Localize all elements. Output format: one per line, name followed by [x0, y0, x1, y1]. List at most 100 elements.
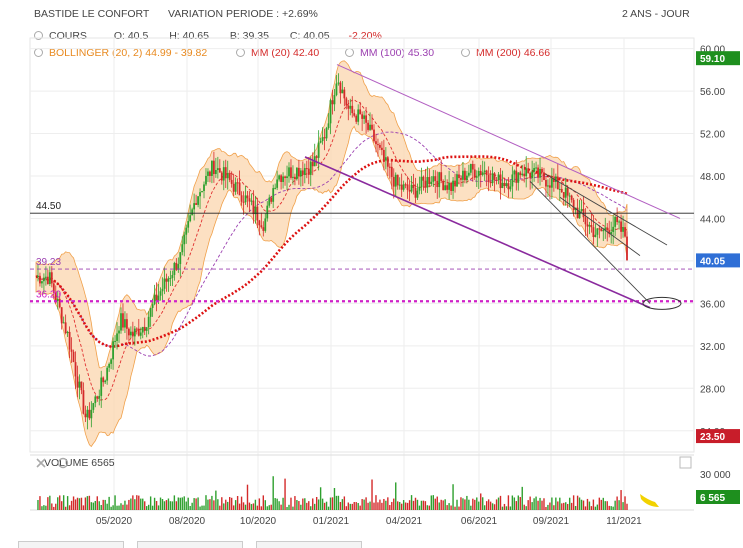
volume-bar [282, 497, 284, 510]
tab-1[interactable] [18, 541, 124, 548]
volume-bar [426, 505, 429, 510]
candle-body [270, 197, 273, 202]
y-tick-label: 60.00 [700, 45, 725, 56]
volume-bar [574, 506, 577, 510]
volume-bar [284, 478, 286, 510]
volume-bar [444, 499, 446, 510]
volume-bar [195, 498, 197, 510]
volume-bar [406, 502, 409, 510]
candle-body [68, 331, 71, 350]
volume-bar [351, 503, 353, 510]
volume-bar [557, 501, 559, 510]
volume-bar [604, 501, 606, 510]
volume-bar [416, 499, 419, 510]
candle-body [303, 168, 306, 175]
candle-body [384, 157, 387, 161]
candle-body [214, 170, 217, 175]
volume-bar [464, 499, 466, 510]
volume-bar [242, 502, 245, 510]
candle-body [216, 168, 219, 171]
volume-bar [116, 505, 118, 510]
candle-body [149, 307, 152, 317]
volume-bar [598, 497, 601, 510]
volume-bar [381, 502, 383, 510]
candle-body [416, 190, 419, 198]
candle-body [296, 167, 298, 180]
candle-body [600, 228, 603, 232]
volume-bar [193, 498, 195, 510]
volume-bar [254, 499, 257, 510]
volume-bar [345, 506, 348, 510]
candle-body [572, 199, 575, 211]
volume-bar [483, 505, 486, 510]
volume-bar [41, 506, 43, 510]
candle-body [60, 307, 63, 324]
volume-bar [493, 504, 496, 510]
candle-body [114, 340, 116, 342]
candle-body [471, 163, 474, 170]
candle-body [610, 232, 613, 235]
candle-body [64, 322, 67, 334]
trendline-lower [304, 156, 651, 309]
volume-bar [624, 496, 626, 510]
volume-bar [389, 505, 391, 510]
candle-body [288, 167, 290, 177]
volume-bar [529, 496, 531, 510]
candle-body [131, 331, 134, 337]
volume-bar [179, 497, 181, 510]
period-label[interactable]: 2 ANS - JOUR [622, 8, 690, 20]
volume-bar [456, 499, 458, 510]
candle-body [280, 175, 282, 182]
candle-body [386, 157, 389, 167]
volume-bar [337, 495, 340, 510]
gear-icon[interactable] [34, 31, 43, 40]
x-tick-label: 06/2021 [461, 516, 498, 527]
legend-mm100-label: MM (100) 45.30 [360, 47, 435, 59]
volume-bar [561, 503, 563, 510]
volume-bar [499, 495, 502, 510]
candle-body [460, 178, 462, 180]
candle-body [86, 409, 89, 418]
volume-bar [238, 503, 241, 510]
chart-title: BASTIDE LE CONFORT [34, 8, 150, 20]
candle-body [94, 396, 97, 404]
candle-body [570, 195, 573, 200]
volume-bar [118, 505, 120, 510]
candle-body [58, 298, 61, 308]
channel-line-1 [544, 173, 668, 246]
candle-body [228, 173, 231, 180]
tab-3[interactable] [256, 541, 362, 548]
candle-body [412, 184, 415, 189]
volume-bar [37, 500, 39, 510]
volume-bar [596, 504, 599, 510]
volume-bar [302, 498, 304, 510]
candle-body [284, 176, 286, 179]
volume-bar [495, 499, 498, 510]
candle-body [501, 182, 504, 189]
gear-icon [57, 457, 69, 469]
tab-2[interactable] [137, 541, 243, 548]
candle-body [339, 82, 342, 94]
candle-body [126, 319, 128, 329]
candle-body [167, 278, 170, 282]
volume-bar [155, 501, 158, 510]
candle-body [232, 183, 235, 192]
candle-body [381, 147, 383, 150]
candle-body [527, 168, 530, 173]
volume-bar [149, 496, 152, 510]
volume-bar [582, 500, 585, 510]
candle-body [382, 149, 385, 161]
volume-bar [333, 488, 336, 510]
volume-bar [327, 506, 330, 510]
candle-body [82, 390, 85, 414]
legend-cours[interactable]: COURS O: 40.5 H: 40.65 B: 39.35 C: 40.05… [34, 30, 382, 42]
candle-body [564, 187, 567, 198]
volume-bar [268, 505, 270, 510]
volume-bar [209, 499, 211, 510]
y-tick-label: 56.00 [700, 87, 725, 98]
volume-bar [600, 499, 603, 510]
volume-bar [104, 499, 106, 510]
candle-body [185, 227, 188, 235]
candle-body [517, 172, 520, 183]
